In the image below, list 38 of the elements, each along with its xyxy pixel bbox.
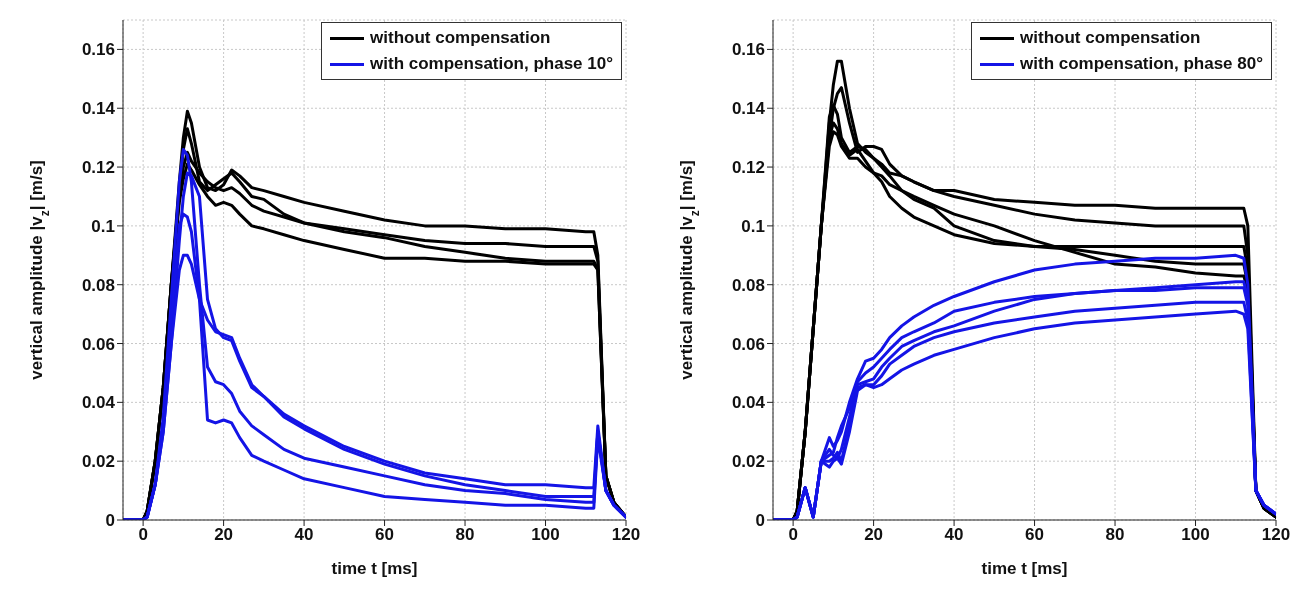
- y-tick-label: 0.16: [81, 40, 115, 60]
- y-tick-label: 0.12: [81, 158, 115, 178]
- y-tick-label: 0.14: [731, 99, 766, 119]
- y-tick-label: 0.04: [81, 393, 116, 413]
- x-tick-label: 80: [455, 525, 475, 545]
- x-tick-label: 60: [1025, 525, 1045, 545]
- y-tick-label: 0.04: [731, 393, 766, 413]
- x-tick-label: 100: [531, 525, 560, 545]
- x-tick-label: 0: [138, 525, 148, 545]
- x-tick-label: 20: [214, 525, 234, 545]
- y-tick-label: 0.06: [731, 334, 765, 354]
- x-tick-label: 120: [611, 525, 641, 545]
- y-tick-label: 0.02: [731, 452, 765, 472]
- x-axis-title: time t [ms]: [331, 559, 418, 578]
- x-tick-label: 20: [864, 525, 884, 545]
- y-tick-label: 0.1: [741, 216, 765, 236]
- legend-label: with compensation, phase 10°: [370, 53, 613, 75]
- x-tick-label: 80: [1105, 525, 1125, 545]
- x-tick-label: 100: [1181, 525, 1210, 545]
- y-tick-label: 0.06: [81, 334, 115, 354]
- y-tick-label: 0.16: [731, 40, 765, 60]
- x-axis-title: time t [ms]: [981, 559, 1068, 578]
- y-tick-label: 0.08: [731, 275, 765, 295]
- y-tick-label: 0: [105, 511, 115, 531]
- x-tick-label: 40: [294, 525, 314, 545]
- y-tick-label: 0: [755, 511, 765, 531]
- y-tick-label: 0.1: [91, 216, 115, 236]
- y-tick-label: 0.14: [81, 99, 116, 119]
- x-tick-label: 120: [1261, 525, 1291, 545]
- legend-label: without compensation: [370, 27, 551, 49]
- x-tick-label: 40: [944, 525, 964, 545]
- y-tick-label: 0.02: [81, 452, 115, 472]
- y-tick-label: 0.12: [731, 158, 765, 178]
- y-tick-label: 0.08: [81, 275, 115, 295]
- legend-label: without compensation: [1020, 27, 1201, 49]
- x-tick-label: 60: [375, 525, 395, 545]
- x-tick-label: 0: [788, 525, 798, 545]
- legend-label: with compensation, phase 80°: [1020, 53, 1263, 75]
